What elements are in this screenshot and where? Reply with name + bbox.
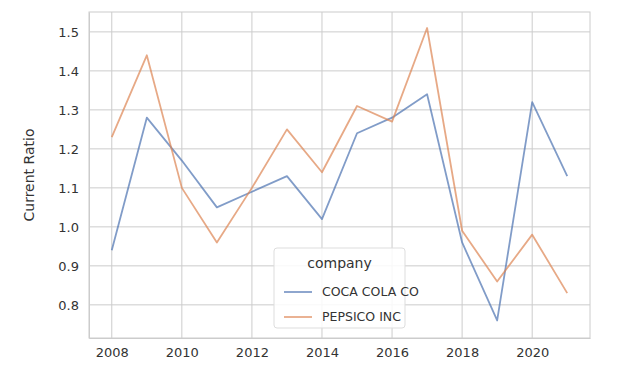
tick-label: 2012: [236, 345, 269, 360]
legend-label: PEPSICO INC: [322, 309, 401, 324]
tick: 2018: [446, 338, 479, 360]
x-grid-line: [111, 12, 112, 338]
tick-label: 1.5: [58, 25, 79, 40]
series-line: [112, 94, 567, 320]
plot-area: 2008 2010 2012 2014 2016 2018 2020 0.8 0.9 1.0 1.1…: [58, 12, 590, 360]
tick-label: 2018: [446, 345, 479, 360]
chart-svg: 2008 2010 2012 2014 2016 2018 2020 0.8 0.9 1.0 1.1…: [0, 0, 625, 382]
legend-label: COCA COLA CO: [322, 284, 419, 299]
tick: 0.8: [58, 298, 89, 313]
y-grid-line: [89, 70, 590, 71]
y-grid-line: [89, 31, 590, 32]
tick: 1.3: [58, 103, 89, 118]
tick: 2016: [376, 338, 409, 360]
x-grid-line: [532, 12, 533, 338]
x-axis: 2008 2010 2012 2014 2016 2018 2020: [90, 338, 591, 360]
tick-label: 2020: [516, 345, 549, 360]
tick-label: 2010: [166, 345, 199, 360]
chart-container: 2008 2010 2012 2014 2016 2018 2020 0.8 0.9 1.0 1.1…: [0, 0, 625, 382]
y-axis: 0.8 0.9 1.0 1.1 1.2 1.3 1.4 1.5: [58, 13, 89, 339]
y-grid-line: [89, 148, 590, 149]
legend-swatch: [284, 291, 312, 293]
tick-label: 2014: [306, 345, 339, 360]
tick-label: 1.3: [58, 103, 79, 118]
tick: 2008: [96, 338, 129, 360]
tick: 2014: [306, 338, 339, 360]
y-grid-line: [89, 187, 590, 188]
legend: company COCA COLA CO PEPSICO INC: [274, 248, 419, 328]
tick: 2012: [236, 338, 269, 360]
plot-frame: [89, 12, 590, 338]
tick-label: 2016: [376, 345, 409, 360]
tick-label: 0.8: [58, 298, 79, 313]
tick: 0.9: [58, 259, 89, 274]
tick: 1.0: [58, 220, 89, 235]
tick-label: 0.9: [58, 259, 79, 274]
tick: 1.1: [58, 181, 89, 196]
y-grid-line: [89, 226, 590, 227]
tick: 1.4: [58, 64, 89, 79]
y-grid-line: [89, 109, 590, 110]
plot-background: [89, 12, 590, 338]
tick: 2020: [516, 338, 549, 360]
tick-label: 1.4: [58, 64, 79, 79]
x-grid-line: [181, 12, 182, 338]
tick-label: 2008: [96, 345, 129, 360]
x-grid-line: [462, 12, 463, 338]
y-axis-label: Current Ratio: [21, 129, 37, 222]
tick: 1.5: [58, 25, 89, 40]
x-grid-line: [251, 12, 252, 338]
tick-label: 1.0: [58, 220, 79, 235]
tick: 2010: [166, 338, 199, 360]
legend-title: company: [307, 255, 372, 271]
legend-swatch: [284, 316, 312, 318]
tick-label: 1.2: [58, 142, 79, 157]
tick: 1.2: [58, 142, 89, 157]
tick-label: 1.1: [58, 181, 79, 196]
grid: [89, 12, 590, 338]
